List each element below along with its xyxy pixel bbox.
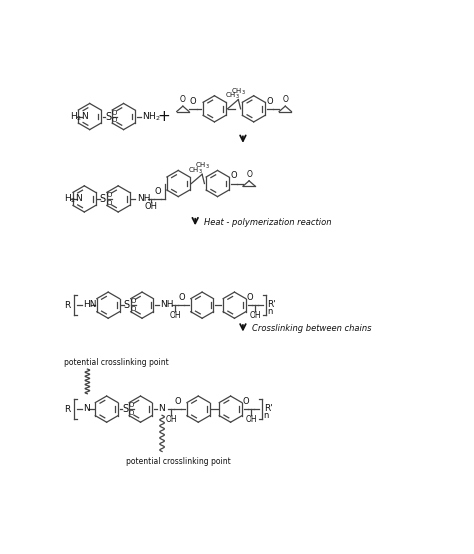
Text: R: R [64, 301, 71, 310]
Text: HN: HN [83, 300, 97, 309]
Text: OH: OH [145, 202, 158, 211]
Text: O: O [154, 187, 161, 196]
Text: H$_2$N: H$_2$N [64, 193, 83, 205]
Text: CH$_3$: CH$_3$ [189, 166, 203, 176]
Text: CH$_3$: CH$_3$ [225, 91, 240, 101]
Text: R: R [64, 404, 71, 414]
Text: O: O [266, 97, 273, 106]
Text: O: O [283, 95, 288, 104]
Text: S: S [124, 300, 130, 310]
Text: O: O [107, 192, 112, 198]
Text: potential crosslinking point: potential crosslinking point [64, 358, 169, 367]
Text: Crosslinking between chains: Crosslinking between chains [252, 324, 372, 333]
Text: S: S [105, 111, 111, 121]
Text: O: O [180, 95, 186, 104]
Text: O: O [130, 299, 136, 304]
Text: O: O [112, 117, 118, 124]
Text: potential crosslinking point: potential crosslinking point [126, 457, 231, 466]
Text: CH$_3$: CH$_3$ [231, 86, 246, 96]
Text: O: O [230, 171, 237, 181]
Text: n: n [264, 411, 269, 420]
Text: O: O [129, 410, 134, 416]
Text: Heat - polymerization reaction: Heat - polymerization reaction [204, 218, 332, 227]
Text: N: N [83, 404, 90, 413]
Text: O: O [174, 397, 181, 406]
Text: O: O [246, 293, 253, 302]
Text: OH: OH [246, 416, 257, 424]
Text: O: O [129, 402, 134, 408]
Text: R': R' [264, 404, 273, 413]
Text: n: n [267, 307, 273, 316]
Text: O: O [178, 293, 185, 302]
Text: O: O [130, 306, 136, 312]
Text: H$_2$N: H$_2$N [70, 110, 89, 123]
Text: CH$_3$: CH$_3$ [195, 161, 210, 171]
Text: O: O [107, 200, 112, 206]
Text: NH: NH [161, 300, 174, 309]
Text: NH$_2$: NH$_2$ [142, 110, 161, 123]
Text: S: S [122, 404, 128, 414]
Text: NH: NH [137, 194, 150, 203]
Text: O: O [243, 397, 249, 406]
Text: N: N [158, 404, 165, 413]
Text: OH: OH [249, 311, 261, 320]
Text: S: S [100, 194, 106, 204]
Text: R': R' [267, 300, 276, 309]
Text: OH: OH [169, 311, 181, 320]
Text: +: + [157, 109, 170, 124]
Text: O: O [112, 110, 118, 116]
Text: O: O [190, 97, 196, 106]
Text: OH: OH [165, 416, 177, 424]
Text: O: O [246, 170, 252, 178]
